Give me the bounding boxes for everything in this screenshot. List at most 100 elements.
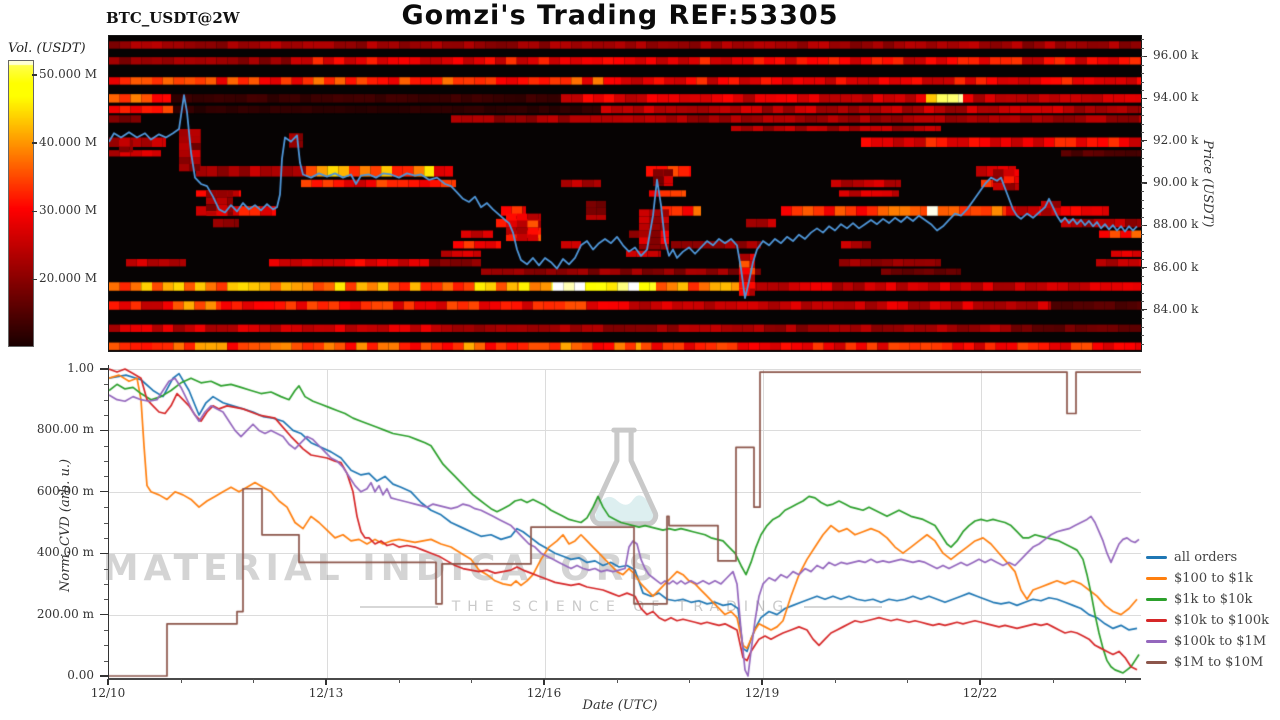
cvd-y-minor-tick xyxy=(104,415,108,417)
page-title: Gomzi's Trading REF:53305 xyxy=(401,0,839,31)
price-minor-tick xyxy=(1141,250,1144,252)
colorbar-tick xyxy=(32,210,37,212)
price-minor-tick xyxy=(1141,276,1144,277)
cvd-x-tick-label: 12/19 xyxy=(744,686,780,700)
cvd-series-canvas[interactable] xyxy=(109,365,1141,678)
price-tick-label: 84.00 k xyxy=(1153,301,1199,316)
cvd-legend: all orders $100 to $1k $1k to $10k $10k to … xyxy=(1146,547,1278,673)
price-minor-tick xyxy=(1141,166,1144,168)
legend-label: $10k to $100k xyxy=(1174,613,1269,628)
cvd-y-minor-tick xyxy=(104,537,108,539)
price-minor-tick xyxy=(1141,259,1144,261)
cvd-y-tick xyxy=(100,552,108,554)
price-minor-tick xyxy=(1141,182,1144,184)
cvd-y-minor-tick xyxy=(104,445,108,447)
cvd-y-minor-tick xyxy=(104,583,108,585)
cvd-y-tick-label: 800.00 m xyxy=(36,422,94,437)
legend-line-swatch xyxy=(1146,556,1167,559)
colorbar-tick-label: 20.000 M xyxy=(39,271,98,286)
cvd-x-minor-tick xyxy=(907,679,909,683)
price-minor-tick xyxy=(1141,267,1144,269)
colorbar-title: Vol. (USDT) xyxy=(8,41,86,56)
cvd-y-minor-tick xyxy=(104,599,108,601)
colorbar-tick xyxy=(32,142,37,144)
price-minor-tick xyxy=(1141,335,1144,337)
price-minor-tick xyxy=(1141,73,1144,75)
cvd-y-minor-tick xyxy=(104,660,108,662)
cvd-line-plot[interactable]: MATERIAL INDICATORS THE SCIENCE OF TRADI… xyxy=(103,365,1141,680)
cvd-y-tick-label: 200.00 m xyxy=(36,606,94,621)
colorbar-tick-label: 30.000 M xyxy=(39,203,98,217)
price-minor-tick xyxy=(1141,242,1144,244)
price-tick xyxy=(1141,309,1147,311)
price-minor-tick xyxy=(1141,56,1144,58)
instrument-label: BTC_USDT@2W xyxy=(106,9,240,27)
cvd-y-tick xyxy=(100,614,108,616)
legend-line-swatch xyxy=(1146,661,1167,664)
legend-line-swatch xyxy=(1146,640,1167,643)
cvd-y-tick xyxy=(100,491,108,493)
cvd-y-minor-tick xyxy=(104,399,108,401)
legend-label: $100 to $1k xyxy=(1174,571,1253,586)
price-minor-tick xyxy=(1141,149,1144,151)
cvd-y-minor-tick xyxy=(104,507,108,509)
price-minor-tick xyxy=(1141,39,1144,41)
cvd-y-minor-tick xyxy=(104,629,108,631)
legend-item: all orders xyxy=(1146,547,1278,568)
cvd-y-tick-label: 600.00 m xyxy=(36,483,94,498)
cvd-x-tick-label: 12/13 xyxy=(308,686,344,700)
cvd-x-tick xyxy=(325,679,327,685)
cvd-y-tick xyxy=(100,429,108,431)
cvd-x-minor-tick xyxy=(689,679,691,683)
cvd-x-minor-tick xyxy=(1125,679,1127,683)
legend-line-swatch xyxy=(1146,619,1167,622)
price-minor-tick xyxy=(1141,106,1144,108)
legend-item: $100 to $1k xyxy=(1146,568,1278,589)
cvd-y-tick xyxy=(100,675,108,677)
cvd-x-tick xyxy=(979,679,981,685)
legend-item: $1M to $10M xyxy=(1146,652,1278,673)
price-tick-label: 90.00 k xyxy=(1153,174,1199,189)
legend-item: $10k to $100k xyxy=(1146,610,1278,631)
price-minor-tick xyxy=(1141,343,1144,345)
volume-colorbar xyxy=(8,60,34,347)
price-minor-tick xyxy=(1141,318,1144,320)
legend-label: $1k to $10k xyxy=(1174,592,1253,607)
price-minor-tick xyxy=(1141,64,1144,66)
price-minor-tick xyxy=(1141,284,1144,286)
cvd-y-tick-label: 1.00 xyxy=(67,361,94,375)
legend-item: $1k to $10k xyxy=(1146,589,1278,610)
price-minor-tick xyxy=(1141,309,1144,311)
colorbar-tick-label: 40.000 M xyxy=(39,134,98,149)
cvd-x-tick-label: 12/16 xyxy=(526,686,562,700)
cvd-y-tick xyxy=(100,368,108,370)
price-tick xyxy=(1141,55,1147,57)
price-minor-tick xyxy=(1141,157,1144,159)
price-minor-tick xyxy=(1141,115,1144,117)
legend-label: $100k to $1M xyxy=(1174,634,1267,649)
price-minor-tick xyxy=(1141,89,1144,91)
colorbar-tick xyxy=(32,278,37,280)
cvd-x-tick xyxy=(543,679,545,685)
price-tick xyxy=(1141,224,1147,226)
cvd-x-tick-label: 12/10 xyxy=(90,686,126,700)
legend-item: $100k to $1M xyxy=(1146,631,1278,652)
price-minor-tick xyxy=(1141,47,1144,49)
cvd-y-minor-tick xyxy=(104,522,108,524)
cvd-x-axis-title: Date (UTC) xyxy=(582,698,658,713)
price-tick-label: 92.00 k xyxy=(1153,132,1199,147)
cvd-y-minor-tick xyxy=(104,384,108,386)
colorbar-tick-label: 50.000 M xyxy=(39,66,98,81)
heatmap-canvas[interactable] xyxy=(109,36,1141,351)
price-tick xyxy=(1141,97,1147,99)
price-tick xyxy=(1141,266,1147,269)
price-tick xyxy=(1141,140,1147,142)
cvd-x-minor-tick xyxy=(180,679,182,683)
cvd-y-minor-tick xyxy=(104,476,108,478)
cvd-y-minor-tick xyxy=(104,645,108,647)
price-minor-tick xyxy=(1141,191,1144,193)
price-minor-tick xyxy=(1141,225,1144,227)
price-minor-tick xyxy=(1141,123,1144,125)
liquidity-heatmap-plot[interactable] xyxy=(108,35,1142,352)
cvd-y-minor-tick xyxy=(104,568,108,570)
